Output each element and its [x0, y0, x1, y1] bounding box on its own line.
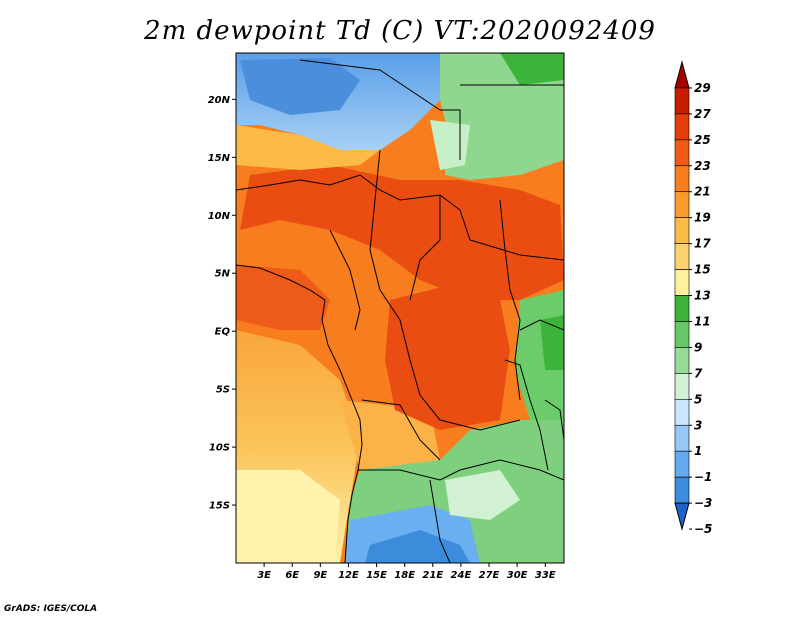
lat-tick-label: 10S [209, 443, 230, 454]
field-sahel-yellow [236, 125, 380, 170]
lat-tick-label: 5N [215, 269, 231, 280]
colorbar-swatch [674, 269, 690, 296]
boundaries [236, 59, 564, 563]
field-sahara-dark-blue [240, 58, 360, 115]
border-tanganyika [504, 359, 549, 471]
field-kalahari-blue [365, 530, 470, 563]
field-sahel-red [240, 165, 564, 300]
field-southwest-pale [236, 470, 340, 563]
colorbar-label: 11 [694, 314, 711, 328]
border-sudan-south [499, 199, 521, 401]
colorbar-label: 5 [694, 392, 702, 406]
colorbar-swatch [674, 139, 690, 167]
lat-tick-label: 5S [216, 385, 230, 396]
longitude-axis: 3E 6E 9E 12E 15E 18E 21E 24E 27E 30E 33E [257, 563, 556, 581]
lon-tick-label: 12E [338, 570, 359, 581]
colorbar-swatch [674, 165, 690, 193]
colorbar-label: 27 [694, 107, 711, 121]
colorbar-swatch [674, 424, 690, 452]
colorbar-label: 21 [694, 185, 711, 199]
lon-tick-label: 3E [257, 570, 271, 581]
colorbar-swatch [674, 373, 690, 400]
lon-tick-label: 21E [422, 570, 443, 581]
lat-tick-label: 15N [208, 153, 231, 164]
border-niger-libya [299, 59, 461, 160]
colorbar-swatch [674, 476, 690, 504]
border-uganda [519, 319, 564, 331]
border-sahel [236, 174, 564, 261]
lon-tick-label: 30E [507, 570, 528, 581]
dewpoint-field [236, 53, 564, 563]
colorbar-bottom-arrow [674, 502, 690, 531]
colorbar-swatch [674, 321, 690, 348]
colorbar-swatch [674, 243, 690, 270]
colorbar-label: −5 [694, 522, 712, 536]
colorbar-swatch [674, 347, 690, 374]
colorbar-top-arrow [674, 60, 690, 89]
colorbar-label: 7 [694, 366, 703, 380]
colorbar-swatch [674, 113, 690, 141]
lon-tick-label: 9E [313, 570, 327, 581]
colorbar-label: −1 [694, 470, 712, 484]
colorbar: 29 27 25 23 21 19 17 15 13 11 9 7 5 3 1 −1 −3 −5 [674, 60, 712, 536]
border-botswana [429, 479, 451, 563]
field-congo-red [385, 285, 510, 430]
colorbar-swatch [674, 87, 690, 115]
lon-tick-label: 33E [535, 570, 556, 581]
colorbar-label: 25 [694, 133, 711, 147]
lat-tick-label: 20N [208, 95, 231, 106]
lon-tick-label: 24E [451, 570, 472, 581]
chart-title: 2m dewpoint Td (C) VT:2020092409 [144, 16, 656, 46]
colorbar-label: 13 [694, 289, 711, 303]
lat-tick-label: EQ [215, 327, 231, 338]
colorbar-label: −3 [694, 496, 712, 510]
colorbar-label: 3 [694, 418, 702, 432]
colorbar-label: 15 [694, 263, 711, 277]
colorbar-swatch [674, 295, 690, 322]
border-car [409, 195, 441, 301]
coastline [236, 264, 363, 563]
lon-tick-label: 6E [285, 570, 299, 581]
lon-tick-label: 27E [479, 570, 500, 581]
field-gulf-red [236, 265, 330, 330]
lon-tick-label: 15E [366, 570, 387, 581]
lat-tick-label: 15S [209, 501, 230, 512]
latitude-axis: 20N 15N 10N 5N EQ 5S 10S 15S [208, 95, 236, 512]
colorbar-label: 29 [694, 81, 711, 95]
field-lake-victoria-green [540, 315, 564, 370]
colorbar-swatch [674, 399, 690, 426]
colorbar-label: 9 [694, 340, 702, 354]
colorbar-label: 1 [694, 444, 702, 458]
colorbar-swatch [674, 450, 690, 478]
border-kenya [544, 399, 564, 441]
border-angola [361, 399, 441, 461]
field-zimbabwe-pale [445, 470, 520, 520]
grads-credit: GrADS: IGES/COLA [4, 604, 98, 614]
colorbar-label: 23 [694, 159, 711, 173]
colorbar-swatch [674, 191, 690, 218]
colorbar-label: 17 [694, 237, 711, 251]
colorbar-label: 19 [694, 211, 711, 225]
field-egypt-green [500, 53, 564, 85]
lat-tick-label: 10N [208, 211, 231, 222]
border-zambia [358, 459, 564, 481]
border-central [369, 149, 521, 431]
lon-tick-label: 18E [394, 570, 415, 581]
map-frame [235, 52, 565, 564]
border-cameroon [329, 229, 361, 331]
colorbar-swatch [674, 217, 690, 244]
